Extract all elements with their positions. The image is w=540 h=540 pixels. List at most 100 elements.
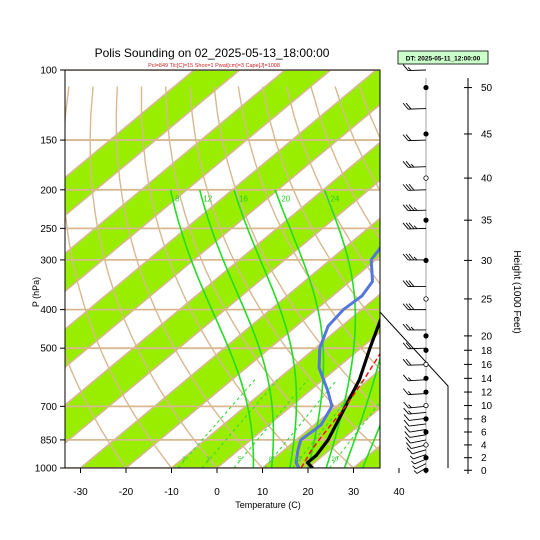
dry-adiabat-line <box>89 86 218 468</box>
y-tick-label: 250 <box>40 224 57 235</box>
wind-barb-flag <box>402 204 409 212</box>
height-tick-label: 0 <box>481 466 487 477</box>
wind-barb-flag <box>405 303 412 310</box>
height-tick-label: 12 <box>481 388 493 399</box>
x-tick-label: 40 <box>393 487 405 498</box>
temperature-band <box>445 70 540 468</box>
wind-barb-flag <box>402 134 409 141</box>
wind-barb-half-flag <box>413 470 418 474</box>
wind-barb-shaft <box>412 449 427 455</box>
x-axis-label: Temperature (C) <box>235 500 301 510</box>
wind-barb-half-flag <box>413 256 418 261</box>
isotherm-line <box>65 70 332 293</box>
y-axis-label: P (hPa) <box>31 277 41 307</box>
wind-barb-flag <box>404 425 411 433</box>
isotherm-lines <box>65 70 380 468</box>
x-tick-label: 10 <box>257 487 269 498</box>
wind-barb-flag <box>405 436 411 444</box>
wind-barb-flag <box>408 253 415 261</box>
dry-adiabat-line <box>237 86 380 371</box>
dry-adiabat-line <box>140 86 309 468</box>
x-tick-label: 0 <box>214 487 220 498</box>
y-tick-label: 1000 <box>35 464 58 475</box>
isotherm-line <box>65 70 286 255</box>
height-tick-label: 2 <box>481 453 487 464</box>
height-tick-label: 10 <box>481 401 493 412</box>
height-level-dot <box>423 131 429 137</box>
wind-barb-flag <box>402 222 409 230</box>
wind-barb-flag <box>405 442 412 449</box>
x-tick-label: 20 <box>302 487 314 498</box>
height-level-dot <box>423 361 429 367</box>
isotherm-line <box>65 103 380 369</box>
height-level-dot <box>423 84 429 91</box>
dry-adiabat-line <box>480 87 540 477</box>
wind-barb-half-flag <box>407 391 412 395</box>
wind-barb-flag <box>408 222 415 230</box>
height-tick-label: 30 <box>481 256 493 267</box>
wind-barb-shaft <box>409 423 427 427</box>
wind-barb-shaft <box>414 458 427 465</box>
chart-title: Polis Sounding on 02_2025-05-13_18:00:00 <box>95 46 330 60</box>
y-tick-label: 850 <box>40 435 57 446</box>
y-tick-label: 500 <box>40 344 57 355</box>
wind-barb-flag <box>405 134 412 141</box>
y-tick-label: 400 <box>40 305 57 316</box>
wind-barb-half-flag <box>408 410 412 415</box>
y-tick-label: 150 <box>40 136 57 147</box>
height-level-dot <box>423 429 429 435</box>
skewt-line-labels: 8 12 16 20 24 2 3 5 8 12 20 <box>175 195 340 463</box>
wind-barb-shaft <box>409 428 427 433</box>
y-tick-label: 200 <box>40 185 57 196</box>
wind-barb-half-flag <box>407 377 412 381</box>
y-tick-label: 700 <box>40 402 57 413</box>
x-tick-label: 30 <box>348 487 360 498</box>
sounding-profiles <box>294 245 380 468</box>
mixing-ratio-label: 3 <box>206 457 210 463</box>
height-level-dot <box>423 389 429 395</box>
wind-barb-flag <box>408 280 415 287</box>
height-level-dot <box>423 467 429 473</box>
wind-barb-flag <box>402 64 409 71</box>
wind-barb-flag <box>408 204 415 211</box>
wind-barb-flag <box>408 183 415 191</box>
wind-barb-half-flag <box>413 207 418 211</box>
temperature-band <box>65 70 380 368</box>
wind-barb-flag <box>402 102 409 110</box>
height-level-dot <box>423 402 429 409</box>
isotherm-line <box>65 70 241 217</box>
y-tick-label: 300 <box>40 255 57 266</box>
isotherm-line <box>65 70 195 179</box>
wind-barb-half-flag <box>410 326 415 331</box>
height-tick-label: 50 <box>481 83 493 94</box>
mixing-ratio-label: 2 <box>182 457 186 463</box>
height-level-dot <box>423 175 429 181</box>
wind-barb-flag <box>405 342 412 349</box>
dry-adiabat-line <box>529 87 540 477</box>
moist-adiabat-line <box>343 355 380 468</box>
wind-barb-shaft <box>409 417 427 421</box>
height-level-dot <box>423 296 429 302</box>
x-tick-label: -10 <box>164 487 179 498</box>
height-axis-label: Height (1000 Feet) <box>511 250 522 333</box>
dry-adiabat-line <box>115 86 264 468</box>
wind-barb-shaft <box>413 454 427 460</box>
wind-barb-flag <box>405 358 412 366</box>
isotherm-line <box>79 217 380 468</box>
temperature-band <box>65 142 380 443</box>
height-tick-label: 45 <box>481 129 493 140</box>
dewpoint-profile-line <box>294 245 380 468</box>
isotherm-line <box>65 141 380 407</box>
height-level-dot <box>423 217 429 223</box>
height-tick-label: 16 <box>481 360 493 371</box>
height-tick-label: 20 <box>481 331 493 342</box>
moist-adiabat-label: 24 <box>330 195 339 204</box>
isotherm-line <box>170 293 380 468</box>
wind-barb-flag <box>402 358 409 366</box>
wind-barb-flag <box>402 374 409 382</box>
wind-barb-flag <box>405 204 412 211</box>
y-tick-label: 100 <box>40 66 57 77</box>
dry-adiabat-line <box>456 87 540 477</box>
wind-barb-flag <box>405 102 412 110</box>
mixing-ratio-line <box>201 379 279 468</box>
